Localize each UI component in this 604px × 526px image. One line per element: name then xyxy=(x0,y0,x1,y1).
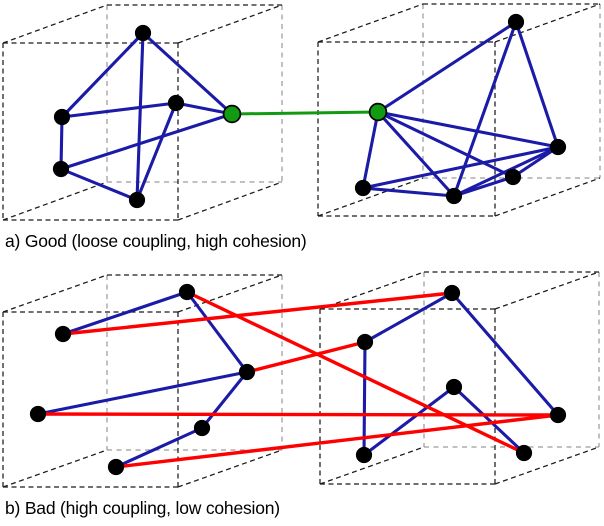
module-box-edge xyxy=(177,449,283,488)
module-node xyxy=(549,138,567,156)
caption-good: a) Good (loose coupling, high cohesion) xyxy=(5,231,307,251)
module-node xyxy=(167,94,185,112)
module-node xyxy=(445,378,463,396)
module-node xyxy=(443,284,461,302)
module-node xyxy=(445,187,463,205)
module-node xyxy=(355,446,373,464)
module-node xyxy=(107,458,125,476)
module-node xyxy=(356,333,374,351)
inter-module-link xyxy=(245,340,367,374)
intra-module-edge xyxy=(114,426,204,469)
module-node xyxy=(507,13,525,31)
module-node xyxy=(549,406,567,424)
module-box-edge xyxy=(317,3,424,43)
module-box-edge xyxy=(177,4,283,44)
module-node xyxy=(504,168,522,186)
intra-module-edge xyxy=(452,175,515,198)
inter-module-link xyxy=(61,291,454,336)
module-box-edge xyxy=(494,177,601,217)
module-node xyxy=(53,108,71,126)
module-box-edge xyxy=(317,177,424,217)
intra-module-edge xyxy=(59,112,234,171)
module-node xyxy=(238,363,256,381)
intra-module-edge xyxy=(59,167,139,202)
intra-module-edge xyxy=(200,370,249,430)
intra-module-edge xyxy=(361,110,380,190)
intra-module-edge xyxy=(361,186,456,198)
intra-module-edge xyxy=(450,291,560,417)
module-box-edge xyxy=(319,271,425,310)
intra-module-edge xyxy=(376,110,560,149)
intra-module-edge xyxy=(376,20,518,114)
intra-module-edge xyxy=(61,290,189,336)
module-node xyxy=(128,191,146,209)
intra-module-edge xyxy=(135,31,145,202)
module-box-edge xyxy=(2,4,108,44)
intra-module-edge xyxy=(174,101,234,116)
interface-node xyxy=(222,104,242,124)
intra-module-edge xyxy=(452,145,560,198)
intra-module-edge xyxy=(135,101,178,202)
module-node xyxy=(354,179,372,197)
intra-module-edge xyxy=(362,385,456,457)
module-box-edge xyxy=(494,271,600,310)
intra-module-edge xyxy=(36,370,249,416)
intra-module-edge xyxy=(59,115,64,171)
intra-module-edge xyxy=(185,290,249,374)
module-node xyxy=(29,405,47,423)
module-box-edge xyxy=(177,181,283,221)
module-box-edge xyxy=(319,446,425,485)
module-box-edge xyxy=(2,449,108,488)
interface-node xyxy=(368,102,388,122)
intra-module-edge xyxy=(376,110,515,179)
inter-module-link xyxy=(36,412,560,417)
intra-module-edge xyxy=(363,291,454,344)
module-node xyxy=(54,325,72,343)
intra-module-edge xyxy=(376,110,456,198)
module-box-edge xyxy=(2,274,108,313)
module-node xyxy=(178,283,196,301)
intra-module-edge xyxy=(60,31,145,119)
intra-module-edge xyxy=(452,385,526,455)
intra-module-edge xyxy=(514,20,560,149)
module-node xyxy=(134,24,152,42)
module-node xyxy=(52,160,70,178)
module-box-edge xyxy=(494,446,600,485)
bad-coupling-diagram xyxy=(2,271,600,488)
intra-module-edge xyxy=(361,145,560,190)
intra-module-edge xyxy=(60,101,178,119)
inter-module-link xyxy=(230,110,380,116)
inter-module-link xyxy=(114,413,560,469)
good-coupling-diagram xyxy=(2,3,601,221)
module-box-edge xyxy=(2,181,108,221)
module-node xyxy=(515,444,533,462)
module-box-edge xyxy=(177,274,283,313)
intra-module-edge xyxy=(141,31,234,116)
module-node xyxy=(193,419,211,437)
caption-bad: b) Bad (high coupling, low cohesion) xyxy=(5,498,280,518)
